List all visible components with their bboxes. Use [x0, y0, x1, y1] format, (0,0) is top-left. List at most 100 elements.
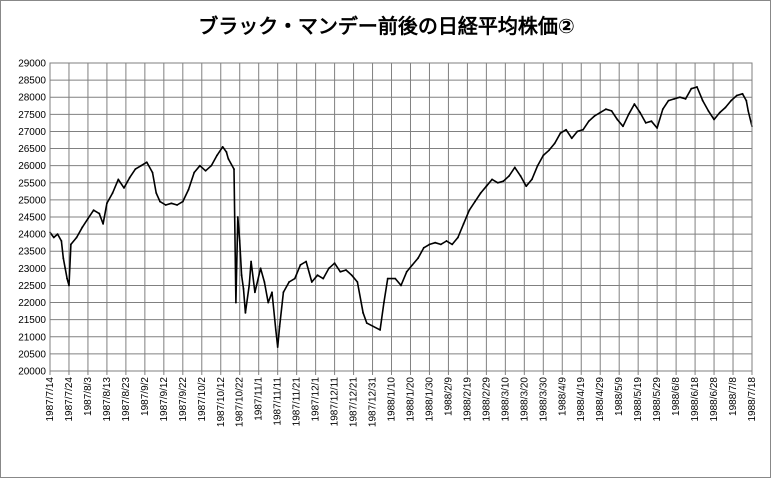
- data-point: [259, 267, 262, 270]
- data-point: [263, 281, 266, 283]
- y-tick-label: 28500: [18, 76, 46, 87]
- y-tick-label: 26500: [18, 144, 46, 155]
- data-point: [707, 110, 710, 112]
- data-point: [502, 180, 505, 182]
- data-point: [730, 99, 733, 102]
- y-tick-label: 21000: [18, 332, 46, 343]
- data-point: [242, 287, 245, 290]
- y-tick-label: 26000: [18, 161, 46, 172]
- data-point: [123, 187, 125, 189]
- y-tick-label: 23500: [18, 247, 46, 258]
- x-tick-label: 1987/7/14: [45, 377, 56, 422]
- data-point: [111, 192, 114, 194]
- data-point: [741, 92, 744, 95]
- data-point: [422, 246, 425, 249]
- y-tick-label: 24000: [18, 230, 46, 241]
- data-point: [159, 200, 161, 203]
- y-tick-label: 20500: [18, 349, 46, 360]
- data-points: [49, 86, 753, 348]
- x-tick-label: 1987/12/11: [330, 377, 341, 427]
- data-point: [216, 154, 218, 157]
- data-point: [386, 277, 389, 280]
- data-point: [439, 243, 442, 246]
- x-tick-label: 1988/5/29: [652, 377, 663, 422]
- data-point: [170, 202, 173, 205]
- data-point: [587, 120, 590, 123]
- data-point: [210, 164, 213, 167]
- x-tick-label: 1988/1/30: [424, 377, 435, 422]
- data-point: [457, 236, 459, 239]
- data-point: [221, 145, 224, 148]
- data-point: [305, 260, 308, 263]
- x-tick-label: 1988/4/19: [576, 377, 587, 422]
- x-tick-label: 1988/5/19: [633, 377, 644, 422]
- data-point: [151, 171, 154, 174]
- data-point: [238, 240, 241, 242]
- y-tick-label: 25000: [18, 195, 46, 206]
- data-point: [570, 137, 573, 140]
- y-tick-labels: 20000 20500 21000 21500 22000 22500 23000 23500…: [18, 59, 46, 378]
- data-point: [400, 284, 402, 287]
- data-point: [299, 264, 302, 266]
- x-tick-label: 1987/12/1: [311, 377, 322, 422]
- x-tick-label: 1987/9/22: [178, 377, 189, 422]
- data-point: [519, 175, 522, 177]
- data-point: [622, 125, 624, 128]
- data-point: [559, 132, 562, 135]
- data-point: [548, 149, 550, 152]
- data-point: [282, 291, 285, 294]
- data-point: [684, 98, 687, 100]
- data-point: [496, 181, 499, 184]
- data-point: [328, 267, 330, 270]
- data-point: [155, 192, 158, 194]
- data-point: [64, 267, 67, 270]
- data-point: [576, 130, 579, 133]
- data-point: [181, 200, 184, 203]
- data-point: [593, 115, 596, 117]
- data-point: [102, 222, 105, 225]
- x-tick-label: 1987/11/11: [273, 377, 284, 426]
- x-tick-label: 1987/10/22: [235, 377, 246, 427]
- data-point: [474, 200, 476, 203]
- data-point: [66, 277, 68, 280]
- data-point: [274, 329, 277, 331]
- data-point: [117, 178, 120, 181]
- data-point: [462, 222, 465, 225]
- x-tick-label: 1988/3/20: [519, 377, 530, 422]
- data-point: [227, 157, 230, 160]
- x-tick-label: 1987/9/12: [159, 377, 170, 422]
- x-tick-label: 1988/6/18: [690, 377, 701, 422]
- x-tick-label: 1987/8/23: [121, 377, 132, 422]
- x-tick-label: 1988/1/10: [387, 377, 398, 422]
- x-tick-label: 1988/7/8: [728, 377, 739, 416]
- x-tick-label: 1987/10/2: [197, 377, 208, 422]
- x-tick-label: 1988/3/10: [500, 377, 511, 422]
- data-point: [81, 226, 84, 229]
- data-point: [445, 240, 448, 242]
- chart-title: ブラック・マンデー前後の日経平均株価②: [198, 14, 575, 38]
- data-point: [536, 164, 539, 167]
- data-point: [616, 118, 619, 121]
- data-point: [362, 311, 364, 314]
- data-point: [365, 322, 368, 324]
- data-point: [244, 311, 247, 314]
- data-point: [479, 192, 482, 194]
- x-tick-label: 1987/10/12: [216, 377, 227, 427]
- data-point: [525, 185, 528, 188]
- x-tick-label: 1987/8/3: [83, 377, 94, 416]
- data-point: [134, 168, 137, 170]
- data-point: [333, 262, 336, 265]
- data-point: [176, 204, 179, 206]
- x-tick-label: 1988/6/8: [671, 377, 682, 416]
- x-tick-label: 1987/12/21: [349, 377, 360, 427]
- data-point: [278, 325, 281, 328]
- data-point: [62, 257, 65, 259]
- data-point: [68, 284, 70, 287]
- x-tick-label: 1988/3/30: [538, 377, 549, 422]
- data-point: [508, 175, 511, 177]
- data-point: [411, 264, 414, 266]
- data-point: [145, 161, 148, 164]
- data-point: [610, 110, 613, 112]
- data-point: [491, 178, 493, 181]
- data-point: [345, 269, 347, 271]
